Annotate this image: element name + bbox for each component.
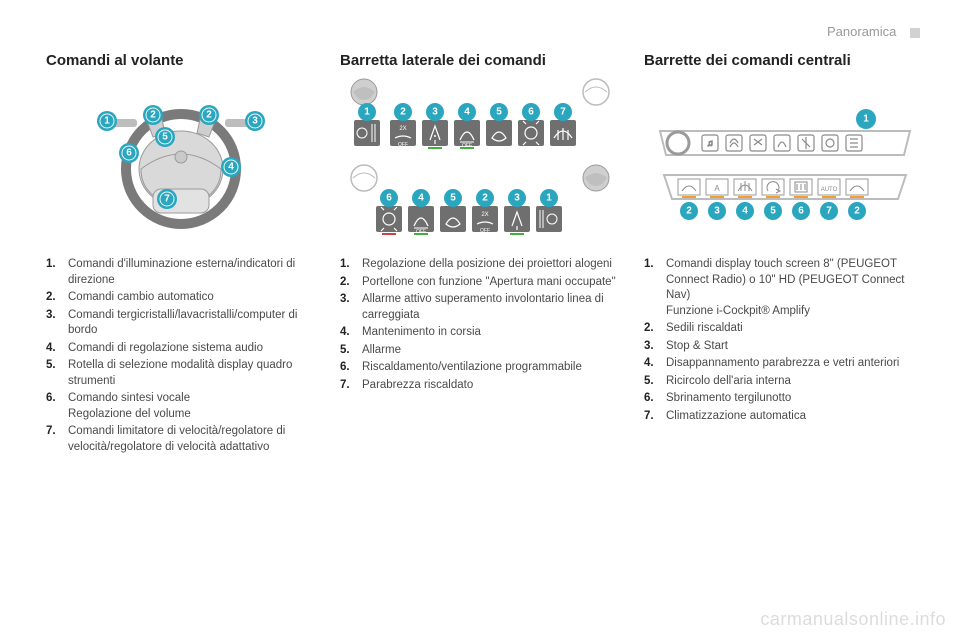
svg-text:OFF: OFF <box>398 142 408 148</box>
col-steering: Comandi al volante <box>46 52 316 457</box>
list-item: 7.Comandi limitatore di velocità/regolat… <box>46 424 316 455</box>
svg-text:6: 6 <box>798 206 804 217</box>
svg-text:1: 1 <box>863 114 869 125</box>
svg-text:2: 2 <box>150 110 156 121</box>
col-center-strip: Barrette dei comandi centrali ♫ <box>644 52 924 457</box>
svg-text:7: 7 <box>826 206 832 217</box>
svg-text:♫: ♫ <box>707 138 714 148</box>
svg-text:1: 1 <box>104 116 110 127</box>
svg-text:OFF: OFF <box>480 228 490 234</box>
svg-text:2: 2 <box>686 206 692 217</box>
list-item: 6.Sbrinamento tergilunotto <box>644 391 924 407</box>
svg-text:5: 5 <box>496 107 502 118</box>
list-item: 2.Sedili riscaldati <box>644 321 924 337</box>
list-item: 7.Parabrezza riscaldato <box>340 378 620 394</box>
svg-text:7: 7 <box>164 194 170 205</box>
svg-text:6: 6 <box>528 107 534 118</box>
svg-text:5: 5 <box>770 206 776 217</box>
list-item: 6.Comando sintesi vocaleRegolazione del … <box>46 391 316 422</box>
top-dash: ♫ 1 <box>660 109 910 155</box>
mini-wheel-solid-icon <box>583 165 609 191</box>
watermark-text: carmanualsonline.info <box>760 609 946 630</box>
badge-1: 1 <box>97 111 117 131</box>
badge-7: 7 <box>157 189 177 209</box>
col2-list: 1.Regolazione della posizione dei proiet… <box>340 257 620 393</box>
svg-text:7: 7 <box>560 107 566 118</box>
list-item: 7.Climatizzazione automatica <box>644 409 924 425</box>
col3-title: Barrette dei comandi centrali <box>644 52 924 69</box>
mini-wheel-outline-icon <box>351 165 377 191</box>
col1-list: 1.Comandi d'illuminazione esterna/indica… <box>46 257 316 455</box>
svg-text:4: 4 <box>418 193 424 204</box>
section-marker <box>910 28 920 38</box>
svg-text:4: 4 <box>228 162 234 173</box>
badge-2a: 2 <box>143 105 163 125</box>
content-columns: Comandi al volante <box>0 0 960 457</box>
svg-text:5: 5 <box>162 132 168 143</box>
list-item: 5.Rotella di selezione modalità display … <box>46 358 316 389</box>
badge-6: 6 <box>119 143 139 163</box>
bottom-strip: OFF 2X OFF <box>376 189 562 235</box>
svg-text:2: 2 <box>206 110 212 121</box>
col-side-strip: Barretta laterale dei comandi <box>340 52 620 457</box>
section-label: Panoramica <box>827 24 896 39</box>
svg-text:2: 2 <box>854 206 860 217</box>
svg-text:2X: 2X <box>399 126 406 132</box>
svg-text:1: 1 <box>364 107 370 118</box>
svg-text:4: 4 <box>742 206 748 217</box>
svg-text:2: 2 <box>482 193 488 204</box>
list-item: 4.Comandi di regolazione sistema audio <box>46 341 316 357</box>
center-strip-illustration: ♫ 1 A <box>644 79 924 249</box>
svg-text:2X: 2X <box>481 212 488 218</box>
svg-text:6: 6 <box>126 148 132 159</box>
list-item: 3.Stop & Start <box>644 339 924 355</box>
badge-3: 3 <box>245 111 265 131</box>
list-item: 3.Allarme attivo superamento involontari… <box>340 292 620 323</box>
col3-list: 1.Comandi display touch screen 8" (PEUGE… <box>644 257 924 424</box>
svg-text:6: 6 <box>386 193 392 204</box>
svg-text:A: A <box>714 184 720 193</box>
section-header: Panoramica <box>827 24 920 39</box>
list-item: 6.Riscaldamento/ventilazione programmabi… <box>340 360 620 376</box>
top-strip: 2X OFF OFF <box>354 103 576 149</box>
list-item: 4.Mantenimento in corsia <box>340 325 620 341</box>
mini-wheel-outline-icon <box>583 79 609 105</box>
svg-text:4: 4 <box>464 107 470 118</box>
badge-5: 5 <box>155 127 175 147</box>
list-item: 2.Portellone con funzione "Apertura mani… <box>340 275 620 291</box>
svg-text:1: 1 <box>546 193 552 204</box>
svg-text:3: 3 <box>514 193 520 204</box>
list-item: 5.Ricircolo dell'aria interna <box>644 374 924 390</box>
col1-title: Comandi al volante <box>46 52 316 69</box>
list-item: 1.Regolazione della posizione dei proiet… <box>340 257 620 273</box>
side-strip-illustration: 2X OFF OFF <box>340 79 620 249</box>
badge-2b: 2 <box>199 105 219 125</box>
list-item: 2.Comandi cambio automatico <box>46 290 316 306</box>
list-item: 5.Allarme <box>340 343 620 359</box>
list-item: 1.Comandi display touch screen 8" (PEUGE… <box>644 257 924 319</box>
svg-text:3: 3 <box>252 116 258 127</box>
svg-text:3: 3 <box>714 206 720 217</box>
list-item: 1.Comandi d'illuminazione esterna/indica… <box>46 257 316 288</box>
list-item: 4.Disappannamento parabrezza e vetri ant… <box>644 356 924 372</box>
steering-illustration: 1 2 2 3 5 6 4 7 <box>46 79 316 249</box>
col2-title: Barretta laterale dei comandi <box>340 52 620 69</box>
bottom-dash: A AUTO 2 3 4 5 6 7 2 <box>664 175 906 220</box>
svg-text:2: 2 <box>400 107 406 118</box>
mini-wheel-solid-icon <box>351 79 377 105</box>
svg-text:3: 3 <box>432 107 438 118</box>
svg-text:5: 5 <box>450 193 456 204</box>
svg-text:AUTO: AUTO <box>821 187 838 193</box>
badge-4: 4 <box>221 157 241 177</box>
list-item: 3.Comandi tergicristalli/lavacristalli/c… <box>46 308 316 339</box>
